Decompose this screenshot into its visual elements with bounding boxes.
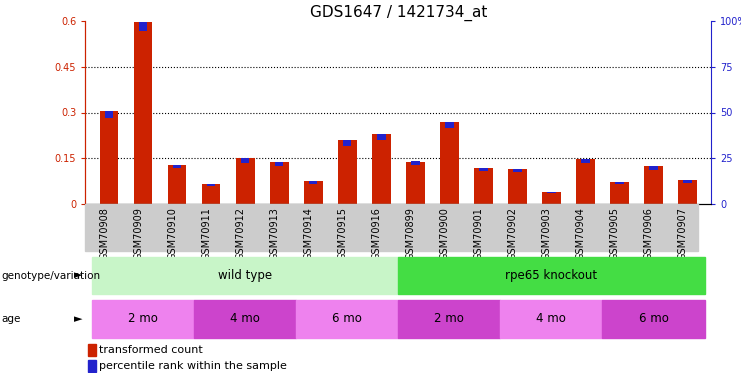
Text: GSM70915: GSM70915 bbox=[337, 207, 348, 260]
Bar bbox=[513, 169, 522, 172]
Text: genotype/variation: genotype/variation bbox=[1, 271, 101, 280]
Text: GSM70913: GSM70913 bbox=[269, 207, 279, 260]
Bar bbox=[88, 360, 96, 372]
Bar bbox=[479, 168, 488, 171]
Text: ►: ► bbox=[74, 314, 82, 324]
Text: GSM70908: GSM70908 bbox=[99, 207, 109, 260]
Bar bbox=[474, 168, 493, 204]
Bar bbox=[445, 122, 453, 128]
Bar bbox=[194, 300, 296, 338]
Bar bbox=[576, 159, 595, 204]
Text: GSM70905: GSM70905 bbox=[610, 207, 619, 260]
Bar bbox=[92, 257, 399, 294]
Bar bbox=[343, 140, 351, 146]
Bar bbox=[399, 300, 500, 338]
Bar bbox=[309, 182, 317, 184]
Bar bbox=[581, 159, 590, 163]
Bar bbox=[88, 344, 96, 355]
Text: percentile rank within the sample: percentile rank within the sample bbox=[99, 361, 288, 371]
Bar bbox=[202, 183, 221, 204]
Bar bbox=[270, 162, 288, 204]
Text: GSM70904: GSM70904 bbox=[576, 207, 585, 260]
Bar bbox=[338, 140, 356, 204]
Text: 2 mo: 2 mo bbox=[434, 312, 465, 325]
Bar bbox=[440, 122, 459, 204]
Text: GSM70916: GSM70916 bbox=[371, 207, 382, 260]
Bar bbox=[207, 183, 216, 186]
Bar bbox=[104, 111, 113, 118]
Text: GSM70899: GSM70899 bbox=[405, 207, 415, 260]
Text: GSM70903: GSM70903 bbox=[542, 207, 551, 260]
Text: 4 mo: 4 mo bbox=[536, 312, 566, 325]
Bar bbox=[615, 182, 624, 184]
Bar bbox=[139, 22, 147, 32]
Bar bbox=[236, 158, 254, 204]
Text: age: age bbox=[1, 314, 21, 324]
Bar bbox=[92, 300, 194, 338]
Text: GSM70912: GSM70912 bbox=[235, 207, 245, 260]
Bar bbox=[372, 134, 391, 204]
Bar bbox=[406, 162, 425, 204]
Bar bbox=[500, 300, 602, 338]
Bar bbox=[610, 182, 629, 204]
Bar bbox=[649, 166, 658, 170]
Bar bbox=[167, 165, 187, 204]
Text: wild type: wild type bbox=[218, 269, 272, 282]
Text: GSM70902: GSM70902 bbox=[508, 207, 517, 260]
Bar bbox=[602, 300, 705, 338]
Text: transformed count: transformed count bbox=[99, 345, 203, 355]
Text: GSM70906: GSM70906 bbox=[643, 207, 654, 260]
Bar bbox=[644, 166, 663, 204]
Text: 6 mo: 6 mo bbox=[332, 312, 362, 325]
Bar bbox=[547, 192, 556, 194]
Text: GSM70900: GSM70900 bbox=[439, 207, 449, 260]
Bar bbox=[399, 257, 705, 294]
Bar bbox=[133, 22, 153, 204]
Bar bbox=[241, 158, 250, 163]
Bar bbox=[508, 169, 527, 204]
Text: 4 mo: 4 mo bbox=[230, 312, 260, 325]
Bar bbox=[275, 162, 284, 166]
Text: 6 mo: 6 mo bbox=[639, 312, 668, 325]
Text: GSM70910: GSM70910 bbox=[167, 207, 177, 260]
Bar bbox=[542, 192, 561, 204]
Text: GSM70911: GSM70911 bbox=[201, 207, 211, 260]
Bar bbox=[683, 180, 692, 183]
Text: GSM70914: GSM70914 bbox=[303, 207, 313, 260]
Bar bbox=[296, 300, 399, 338]
Text: ►: ► bbox=[74, 271, 82, 280]
Bar bbox=[304, 182, 322, 204]
Title: GDS1647 / 1421734_at: GDS1647 / 1421734_at bbox=[310, 4, 487, 21]
Text: GSM70901: GSM70901 bbox=[473, 207, 483, 260]
Text: GSM70909: GSM70909 bbox=[133, 207, 143, 260]
Bar bbox=[173, 165, 182, 168]
Bar bbox=[678, 180, 697, 204]
Bar bbox=[100, 111, 119, 204]
Bar bbox=[411, 162, 419, 165]
Text: GSM70907: GSM70907 bbox=[677, 207, 688, 260]
Bar bbox=[377, 134, 385, 140]
Text: rpe65 knockout: rpe65 knockout bbox=[505, 269, 597, 282]
Text: 2 mo: 2 mo bbox=[128, 312, 158, 325]
